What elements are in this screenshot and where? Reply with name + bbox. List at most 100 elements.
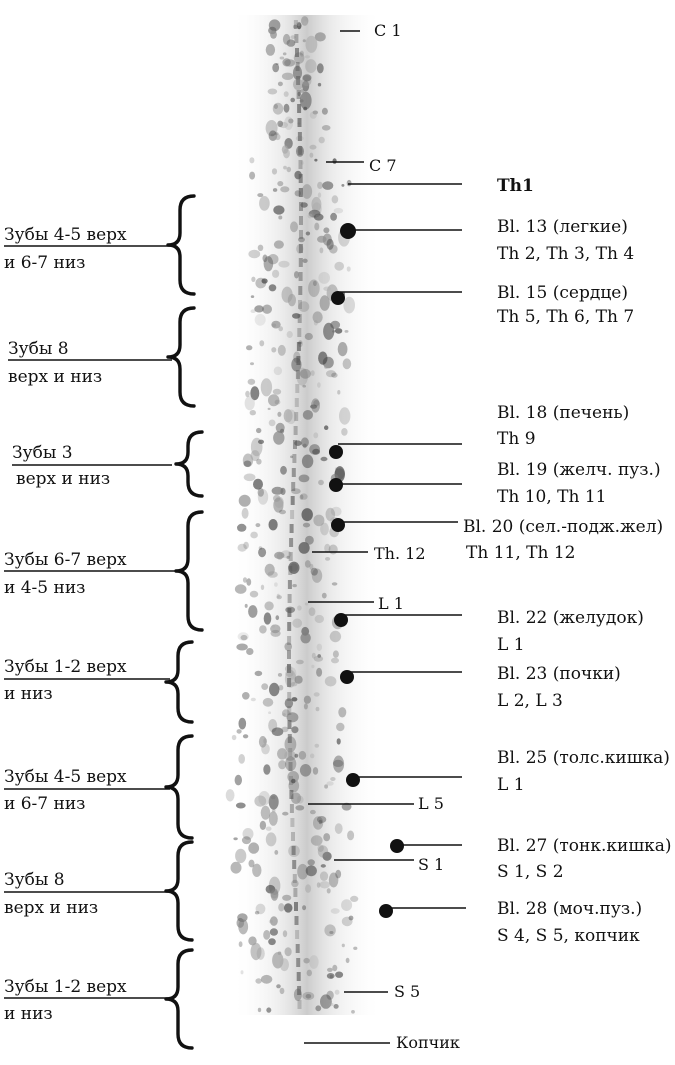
vertebra-speckle — [284, 736, 297, 753]
vertebra-speckle — [314, 614, 324, 624]
vertebra-speckle — [284, 642, 293, 651]
vertebra-speckle — [249, 410, 256, 416]
vertebra-speckle — [332, 650, 339, 658]
vertebra-speckle — [276, 984, 281, 989]
vertebra-speckle — [271, 795, 276, 800]
brace-teeth-group-5 — [164, 640, 194, 724]
vertebra-speckle — [304, 55, 311, 59]
vertebra-speckle — [330, 777, 336, 781]
vertebra-speckle — [304, 560, 311, 568]
spinous-process-mark — [295, 48, 299, 57]
vertebra-speckle — [237, 632, 249, 641]
vertebra-speckle — [329, 1002, 334, 1007]
vertebra-speckle — [318, 271, 331, 284]
vertebra-speckle — [305, 35, 318, 53]
point-segments-bl19: Th 10, Th 11 — [497, 487, 606, 507]
vertebra-speckle — [325, 557, 331, 561]
vertebra-speckle — [330, 506, 342, 517]
vertebra-speckle — [282, 811, 289, 816]
vertebra-speckle — [276, 593, 280, 599]
spinous-process-mark — [291, 832, 295, 841]
vertebra-speckle — [268, 938, 276, 946]
vertebra-speckle — [272, 388, 282, 395]
vertebra-speckle — [283, 409, 293, 423]
vertebra-speckle — [318, 819, 323, 825]
vertebra-speckle — [284, 947, 292, 957]
point-segments-bl27: S 1, S 2 — [497, 862, 564, 882]
vertebra-speckle — [337, 390, 341, 395]
vertebra-speckle — [341, 916, 353, 927]
vertebra-speckle — [242, 828, 254, 840]
vertebra-speckle — [335, 869, 342, 879]
spinous-process-mark — [298, 174, 303, 183]
acupoint-dot-bl20 — [331, 518, 345, 532]
spinous-process-mark — [294, 412, 299, 421]
connector-lines — [4, 30, 466, 1044]
vertebra-speckle — [324, 543, 331, 553]
vertebra-speckle — [254, 670, 263, 677]
vertebra-speckle — [236, 643, 248, 651]
vertebra-speckle — [272, 102, 284, 115]
vertebra-speckle — [243, 541, 249, 550]
vertebra-speckle — [346, 179, 352, 187]
vertebra-speckle — [238, 494, 251, 507]
vertebra-speckle — [270, 133, 275, 137]
vertebra-speckle — [300, 493, 308, 500]
point-name-bl13: Bl. 13 (легкие) — [497, 217, 628, 237]
vertebra-speckle — [312, 110, 318, 115]
vertebra-speckle — [326, 888, 331, 894]
vertebra-speckle — [240, 970, 244, 975]
vertebra-speckle — [312, 448, 320, 455]
vertebra-speckle — [285, 756, 297, 772]
vertebra-speckle — [280, 186, 290, 193]
vertebra-speckle — [231, 734, 237, 741]
vertebra-speckle — [303, 106, 308, 111]
vertebra-speckle — [259, 196, 270, 211]
vertebra-speckle — [334, 823, 343, 834]
vertebra-speckle — [292, 313, 301, 319]
vertebra-speckle — [350, 895, 359, 903]
vertebra-speckle — [242, 577, 248, 583]
vertebra-speckle — [299, 50, 304, 57]
spinous-process-mark — [297, 986, 302, 995]
vertebra-speckle — [274, 399, 281, 405]
spinous-process-mark — [299, 230, 303, 239]
vertebra-speckle — [254, 911, 260, 915]
vertebra-speckle — [250, 697, 256, 702]
vertebra-speckle — [282, 930, 288, 938]
vertebra-speckle — [334, 989, 340, 995]
spinous-process-mark — [298, 160, 303, 169]
vertebra-speckle — [330, 908, 340, 914]
vertebra-speckle — [273, 431, 285, 445]
teeth-group-3-line2: верх и низ — [16, 469, 110, 489]
spinous-process-mark — [287, 720, 292, 729]
vertebra-speckle — [265, 120, 278, 137]
vertebra-speckle — [305, 59, 317, 74]
vertebra-speckle — [313, 320, 318, 326]
vertebra-speckle — [305, 865, 317, 877]
teeth-group-5-line2: и низ — [4, 684, 53, 704]
vertebra-speckle — [334, 328, 343, 334]
vertebra-speckle — [310, 567, 318, 576]
vertebra-speckle — [329, 630, 342, 643]
spinous-process-mark — [294, 902, 298, 911]
vertebra-label-s1: S 1 — [418, 855, 444, 874]
vertebra-speckle — [275, 63, 279, 65]
spinous-process-mark — [293, 440, 297, 449]
vertebra-speckle — [271, 168, 278, 175]
vertebra-speckle — [316, 667, 323, 677]
spinous-process-mark — [289, 776, 293, 785]
point-segments-bl15: Th 5, Th 6, Th 7 — [497, 307, 634, 327]
vertebra-speckle — [264, 601, 274, 611]
vertebra-speckle — [291, 488, 301, 495]
vertebra-speckle — [268, 794, 279, 810]
vertebra-speckle — [329, 931, 334, 934]
vertebra-speckle — [269, 682, 280, 697]
spinous-process-mark — [299, 216, 303, 225]
vertebra-speckle — [317, 654, 322, 658]
spinous-process-mark — [288, 762, 293, 771]
vertebra-speckle — [255, 978, 262, 984]
point-name-bl19: Bl. 19 (желч. пуз.) — [497, 460, 661, 480]
vertebra-speckle — [295, 805, 305, 811]
point-name-bl27: Bl. 27 (тонк.кишка) — [497, 836, 672, 856]
